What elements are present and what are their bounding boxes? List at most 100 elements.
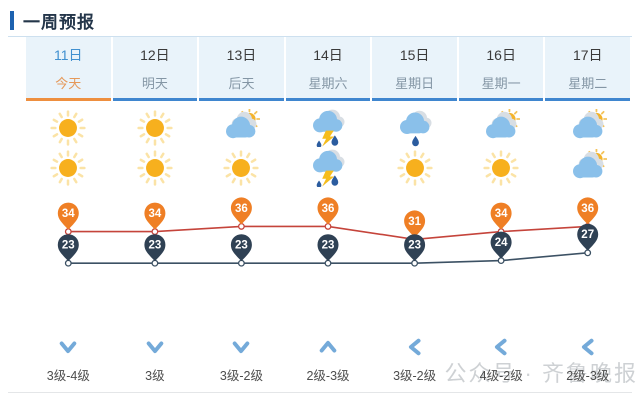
day-tab-underline [199,98,284,101]
low-temp-marker: 24 [490,231,512,259]
svg-text:36: 36 [322,203,335,215]
day-tab-underline [285,98,371,101]
day-date: 14日 [313,47,343,63]
day-header-17日[interactable]: 17日星期二 [545,37,631,101]
svg-text:23: 23 [149,240,162,252]
low-temp-point [497,257,505,265]
night-weather-cell [286,148,371,188]
wind-arrow-down-icon [144,339,166,355]
weather-icon-sunny [50,150,86,186]
weather-icon-thunderstorm [313,149,345,187]
low-temp-marker: 23 [144,234,166,262]
svg-text:34: 34 [62,208,75,220]
low-temp-marker: 23 [404,234,426,262]
high-temp-marker: 36 [317,197,339,225]
day-header-15日[interactable]: 15日 星期日 [372,37,457,101]
day-tab-underline [372,98,457,101]
weather-icon-sunny [137,110,173,146]
day-weekday: 明天 [141,76,168,91]
svg-text:36: 36 [235,203,248,215]
wind-arrow-left-icon [407,336,423,358]
low-temp-marker: 23 [57,234,79,262]
night-weather-cell [113,148,198,188]
panel-header: 一周预报 [10,8,95,33]
day-date: 15日 [399,47,430,63]
svg-text:23: 23 [408,240,421,252]
day-weather-icon-row [26,108,630,148]
watermark-text: 公众号 · 齐鲁晚报 [444,361,638,386]
wind-arrow-up-icon [317,339,339,355]
day-weekday: 星期一 [481,76,521,91]
night-weather-cell [199,148,284,188]
day-weekday: 星期六 [308,76,348,91]
low-temp-marker: 23 [230,234,252,262]
low-temp-point [151,259,159,267]
day-weather-cell [372,108,457,148]
wind-direction-cell [113,334,198,360]
day-weather-cell [26,108,111,148]
title-accent-bar [10,11,14,30]
day-tab-underline [112,98,198,101]
wind-direction-cell [459,334,544,360]
day-header-12日[interactable]: 12日明天 [112,37,198,101]
day-weekday: 星期二 [568,76,608,91]
low-temp-point [324,259,332,267]
day-header-14日[interactable]: 14日星期六 [285,37,371,101]
svg-text:23: 23 [322,240,335,252]
wind-direction-cell [26,334,111,360]
day-weather-cell [113,108,198,148]
wind-level-label: 2级-3级 [306,368,350,383]
low-temp-marker: 27 [577,223,599,251]
day-tab-underline [26,98,111,101]
high-temp-marker: 34 [57,202,79,230]
weather-icon-sunny [396,150,433,186]
svg-text:34: 34 [495,208,508,220]
low-temp-point [584,249,592,257]
day-date: 17日 [572,47,603,63]
svg-text:23: 23 [235,240,248,252]
day-date: 16日 [486,47,516,63]
weather-icon-sunny [223,150,260,186]
wind-level-row: 3级-4级 3级 3级-2级 2级-3级 3级-2级 4级-2级 2级-3级 [26,364,630,384]
weather-icon-sunny [137,150,173,186]
day-weekday: 后天 [228,76,255,91]
high-temp-marker: 36 [230,197,252,225]
weather-icon-rain [399,110,432,147]
high-temp-marker: 36 [577,197,599,225]
low-temp-point [411,259,419,267]
wind-direction-row [26,334,630,360]
wind-direction-cell [545,334,630,360]
wind-direction-cell [372,334,457,360]
svg-text:24: 24 [495,237,508,249]
high-temp-marker: 34 [490,202,512,230]
temperature-chart: 34 34 36 36 31 34 36 23 23 23 23 23 24 27 [57,197,599,267]
day-weather-cell [545,108,630,148]
wind-level-label: 4级-2级 [479,368,523,383]
bottom-divider [8,392,632,393]
watermark: 公众号 · 齐鲁晚报 [438,352,638,392]
day-weather-cell [199,108,284,148]
page-title: 一周预报 [23,13,95,32]
day-header-16日[interactable]: 16日星期一 [458,37,544,101]
night-weather-cell [26,148,111,188]
wind-arrow-down-icon [57,339,79,355]
weather-icon-cloudy-sun [572,149,607,179]
day-header-13日[interactable]: 13日后天 [199,37,284,101]
high-temp-marker: 34 [144,202,166,230]
wind-direction-cell [199,334,284,360]
day-date: 11日 [54,47,83,63]
wind-arrow-left-icon [493,336,509,358]
day-header-11日[interactable]: 11日 今天 [26,37,111,101]
header-divider [8,36,632,37]
day-date: 13日 [226,47,257,63]
weather-icon-cloudy-sun [486,109,521,139]
wind-arrow-left-icon [580,336,596,358]
svg-text:27: 27 [581,229,594,241]
day-date: 12日 [140,47,170,63]
night-weather-cell [372,148,457,188]
high-temp-marker: 31 [404,210,426,238]
wind-direction-cell [286,334,371,360]
high-temp-point [237,222,245,230]
weather-icon-sunny [483,150,519,186]
